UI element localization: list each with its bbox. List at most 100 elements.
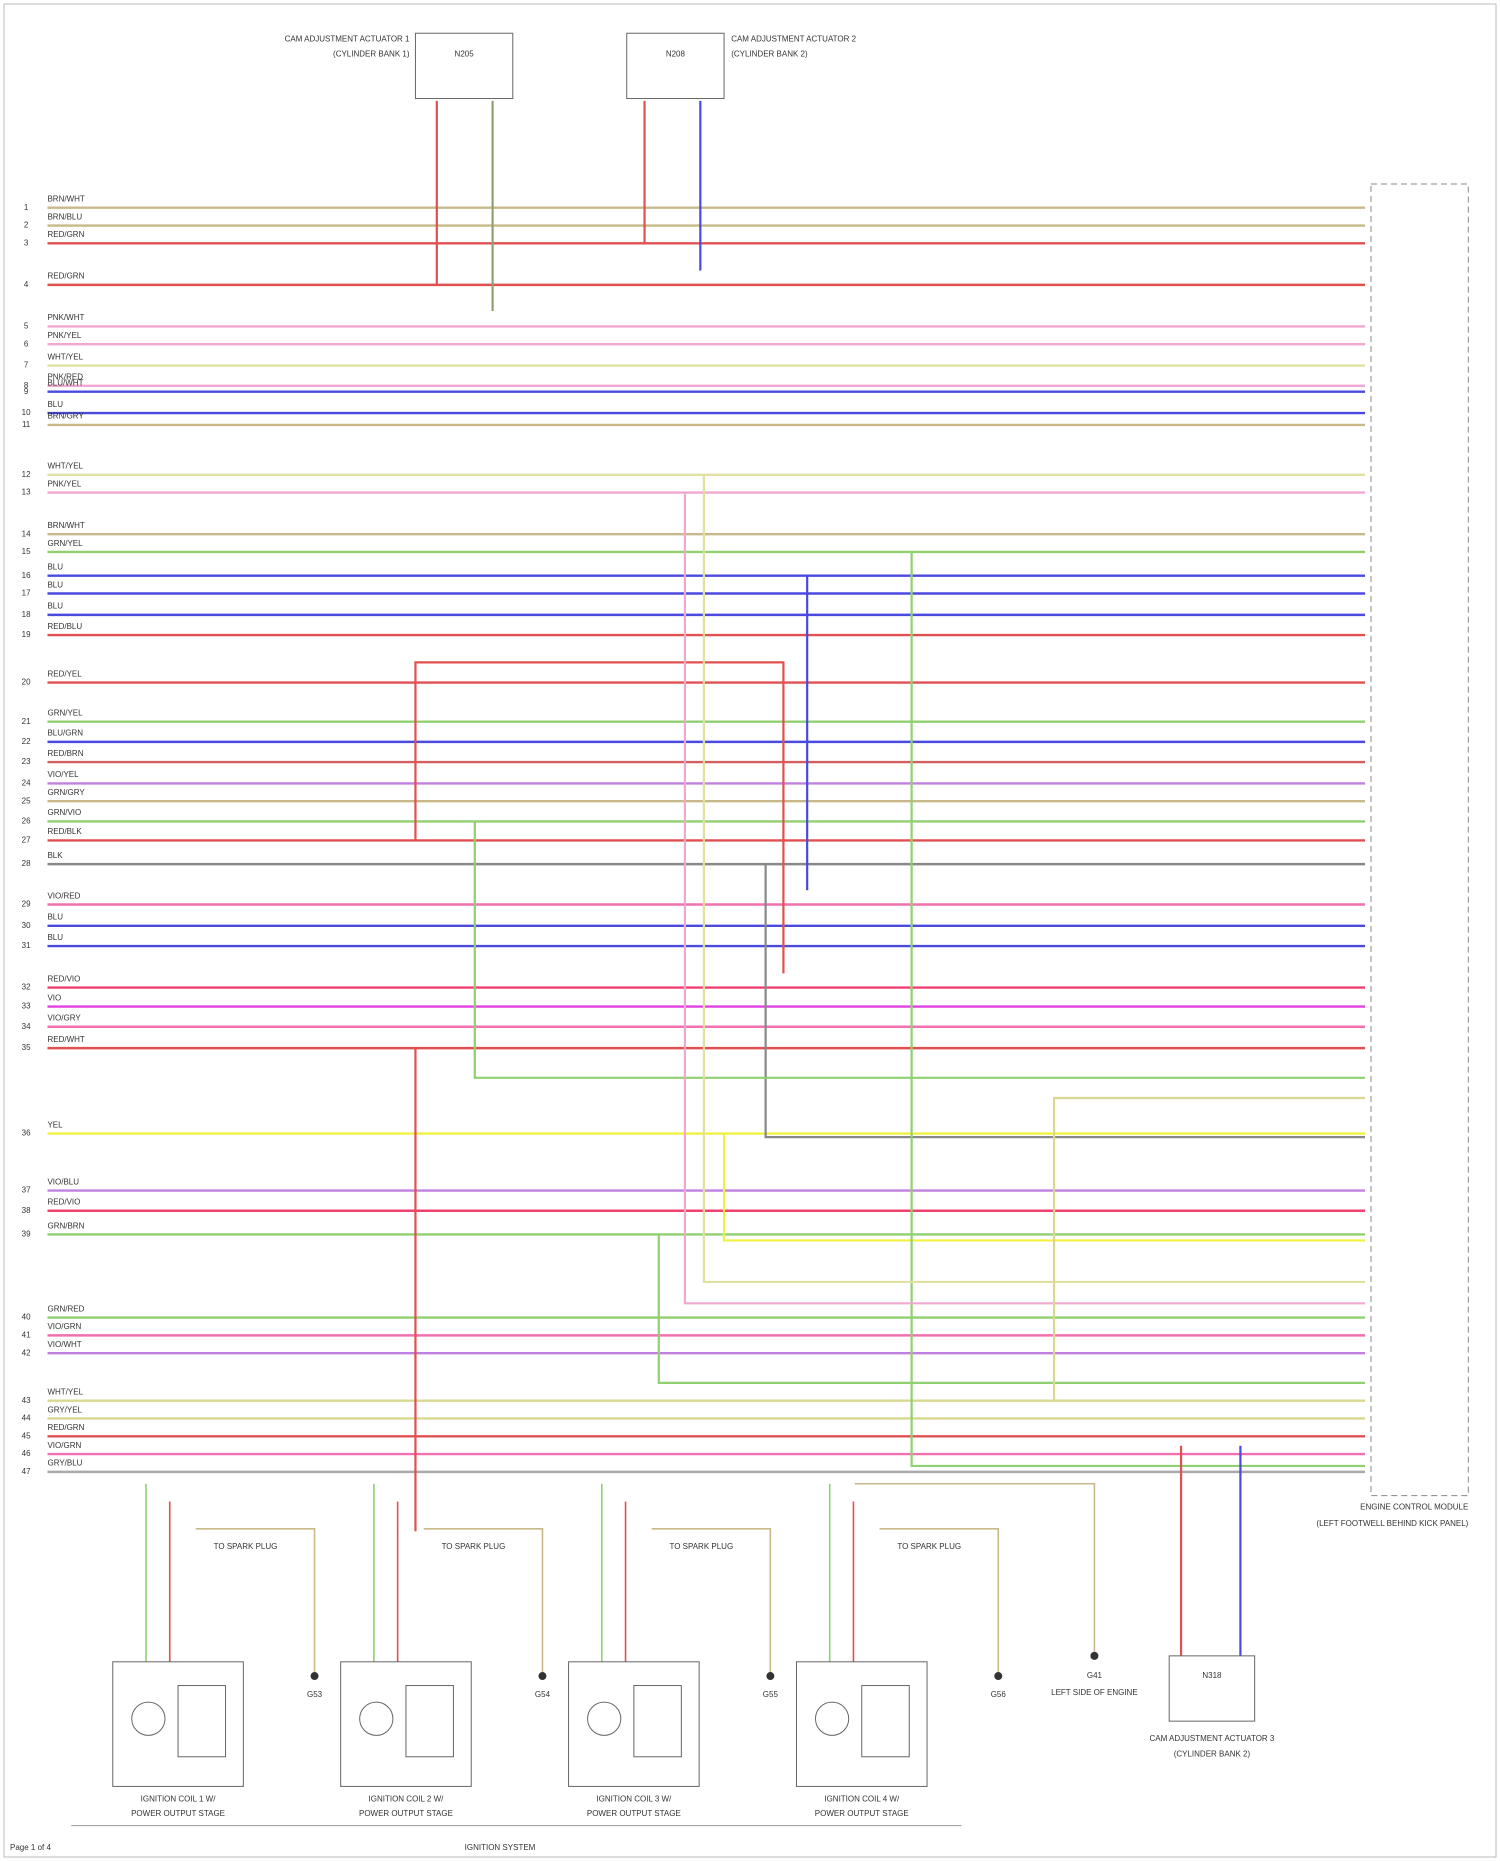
actuator-box: [1168, 1655, 1256, 1722]
ground-point: [310, 1672, 319, 1681]
pin-number: 46: [22, 1449, 31, 1458]
wire-color-label: VIO: [47, 993, 61, 1002]
wire-color-label: BLU: [47, 933, 63, 942]
pin-number: 11: [22, 420, 31, 429]
wire-color-label: RED/GRN: [47, 272, 84, 281]
wire-color-label: GRN/YEL: [47, 539, 83, 548]
spark-plug-label: TO SPARK PLUG: [442, 1542, 506, 1551]
pin-number: 27: [22, 836, 31, 845]
coil-sub: POWER OUTPUT STAGE: [131, 1809, 225, 1818]
pin-number: 41: [22, 1330, 31, 1339]
coil-sub: POWER OUTPUT STAGE: [359, 1809, 453, 1818]
actuator-label: CAM ADJUSTMENT ACTUATOR 2: [731, 34, 856, 43]
pin-number: 38: [22, 1206, 31, 1215]
pin-number: 24: [22, 779, 31, 788]
ecm-label: ENGINE CONTROL MODULE: [1360, 1503, 1468, 1512]
wire-color-label: GRN/VIO: [47, 808, 81, 817]
actuator-label: CAM ADJUSTMENT ACTUATOR 1: [285, 34, 410, 43]
pin-number: 35: [22, 1043, 31, 1052]
wire-color-label: BLU: [47, 400, 63, 409]
coil-label: IGNITION COIL 3 W/: [596, 1795, 672, 1804]
spark-plug-label: TO SPARK PLUG: [669, 1542, 733, 1551]
wire-route: [910, 551, 1366, 1468]
pin-number: 34: [22, 1022, 31, 1031]
pin-number: 21: [22, 717, 31, 726]
wire-route: [722, 1133, 1366, 1242]
actuator-label: CAM ADJUSTMENT ACTUATOR 3: [1149, 1734, 1274, 1743]
coil-label: IGNITION COIL 4 W/: [824, 1795, 900, 1804]
coil-stage: [177, 1685, 227, 1758]
coil-sub: POWER OUTPUT STAGE: [815, 1809, 909, 1818]
pin-number: 30: [22, 921, 31, 930]
wire-color-label: PNK/YEL: [47, 479, 81, 488]
pin-number: 9: [24, 387, 29, 396]
ground-label: G55: [763, 1690, 779, 1699]
wire-color-label: BLU/WHT: [47, 379, 83, 388]
actuator-code: N318: [1202, 1671, 1222, 1680]
ecm-sub: (LEFT FOOTWELL BEHIND KICK PANEL): [1316, 1519, 1468, 1528]
ground-point: [1090, 1651, 1099, 1660]
pin-number: 44: [22, 1414, 31, 1423]
footer-center: IGNITION SYSTEM: [465, 1843, 536, 1852]
pin-number: 16: [22, 571, 31, 580]
pin-number: 17: [22, 589, 31, 598]
wire-color-label: GRN/GRY: [47, 788, 85, 797]
footer-left: Page 1 of 4: [10, 1843, 51, 1852]
wire-color-label: RED/GRN: [47, 1423, 84, 1432]
wire-color-label: BRN/WHT: [47, 521, 84, 530]
coil-stage: [861, 1685, 910, 1758]
wire-color-label: BLU/GRN: [47, 729, 83, 738]
wire-route: [683, 492, 1366, 1305]
wire-color-label: VIO/GRN: [47, 1441, 81, 1450]
wire-color-label: VIO/WHT: [47, 1340, 81, 1349]
pin-number: 13: [22, 488, 31, 497]
pin-number: 8: [24, 381, 29, 390]
pin-number: 37: [22, 1186, 31, 1195]
actuator-sub: (CYLINDER BANK 2): [731, 50, 808, 59]
ground-point: [766, 1672, 775, 1681]
actuator-sub: (CYLINDER BANK 2): [1174, 1749, 1251, 1758]
wire-color-label: RED/YEL: [47, 669, 82, 678]
pin-number: 15: [22, 547, 31, 556]
ground-point: [538, 1672, 547, 1681]
coil-stage: [633, 1685, 682, 1758]
wire-route: [879, 1528, 1000, 1674]
actuator-box: [414, 32, 514, 100]
wire-color-label: BRN/BLU: [47, 212, 82, 221]
pin-number: 29: [22, 900, 31, 909]
wire-route: [423, 1528, 544, 1674]
pin-number: 12: [22, 470, 31, 479]
coil-sub: POWER OUTPUT STAGE: [587, 1809, 681, 1818]
pin-number: 7: [24, 361, 29, 370]
coil-symbol: [131, 1701, 166, 1736]
actuator-code: N205: [455, 50, 475, 59]
spark-plug-label: TO SPARK PLUG: [214, 1542, 278, 1551]
wire-color-label: BLU: [47, 562, 63, 571]
pin-number: 36: [22, 1129, 31, 1138]
wire-color-label: PNK/WHT: [47, 313, 84, 322]
wire-color-label: RED/VIO: [47, 974, 80, 983]
pin-number: 39: [22, 1230, 31, 1239]
wire-color-label: YEL: [47, 1120, 63, 1129]
coil-stage: [405, 1685, 454, 1758]
wire-color-label: BLU: [47, 913, 63, 922]
pin-number: 19: [22, 630, 31, 639]
coil-label: IGNITION COIL 1 W/: [141, 1795, 217, 1804]
pin-number: 20: [22, 678, 31, 687]
wire-route: [854, 1482, 1096, 1653]
wire-color-label: VIO/YEL: [47, 770, 79, 779]
frame: [3, 3, 1497, 1858]
pin-number: 45: [22, 1431, 31, 1440]
pin-number: 18: [22, 610, 31, 619]
wire-color-label: RED/BLU: [47, 622, 82, 631]
wire-color-label: VIO/BLU: [47, 1177, 79, 1186]
pin-number: 33: [22, 1002, 31, 1011]
actuator-code: N208: [666, 50, 686, 59]
wire-color-label: RED/WHT: [47, 1035, 84, 1044]
pin-number: 6: [24, 339, 29, 348]
ground-code: G41: [1087, 1671, 1103, 1680]
pin-number: 1: [24, 203, 29, 212]
pin-number: 10: [22, 408, 31, 417]
